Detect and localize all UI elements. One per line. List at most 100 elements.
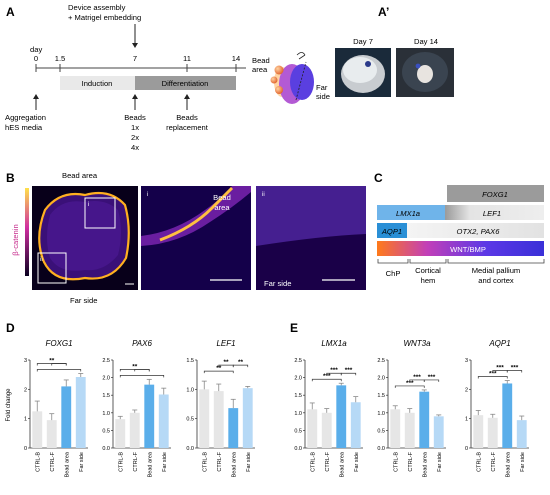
x-tick-label: Bead area <box>64 451 70 477</box>
zoom-bead-area-line1: Bead <box>213 193 231 202</box>
aggregation-arrow <box>33 94 39 99</box>
bar-pax6-1 <box>129 412 140 448</box>
x-tick-label: Bead area <box>422 451 428 477</box>
lmx1a-label: LMX1a <box>396 209 420 218</box>
y-tick-label: 1.5 <box>186 358 194 364</box>
bar-pax6-0 <box>115 419 126 448</box>
beads-dose-4x: 4x <box>131 143 139 152</box>
x-tick-label: CTRL-B <box>202 452 208 472</box>
x-tick-label: Bead area <box>339 451 345 477</box>
aqp1-bar <box>377 223 407 238</box>
sig-bracket <box>506 370 523 373</box>
y-tick-label: 0.0 <box>102 446 110 452</box>
aqp1-label: AQP1 <box>381 227 402 236</box>
device-assembly-line2: + Matrigel embedding <box>68 13 141 22</box>
bar-aqp1-0 <box>473 415 484 448</box>
beads-replacement-line1: Beads <box>176 113 198 122</box>
chart-title-foxg1: FOXG1 <box>45 339 72 348</box>
beads-label: Beads <box>124 113 146 122</box>
bar-pax6-2 <box>144 384 155 448</box>
bar-aqp1-1 <box>487 417 498 448</box>
beta-catenin-label: β-catenin <box>11 224 20 255</box>
bar-lef1-0 <box>199 389 210 448</box>
y-tick-label: 2 <box>24 387 27 393</box>
otx2-pax6-label: OTX2, PAX6 <box>457 227 501 236</box>
chart-title-wnt3a: WNT3a <box>403 339 431 348</box>
chart-title-aqp1: AQP1 <box>488 339 510 348</box>
sig-bracket <box>203 370 234 374</box>
x-tick-label: CTRL-F <box>325 451 331 471</box>
sig-label: *** <box>428 374 436 381</box>
y-tick-label: 1.0 <box>186 387 194 393</box>
panel-label-c: C <box>374 171 383 185</box>
scissors-icon <box>296 52 306 56</box>
bar-wnt3a-0 <box>390 409 401 448</box>
x-tick-label: CTRL-F <box>408 451 414 471</box>
y-tick-label: 2.0 <box>102 376 110 382</box>
sig-label: ** <box>49 357 55 364</box>
wnt-bmp-bar <box>377 241 544 256</box>
y-tick-label: 1.0 <box>294 411 302 417</box>
sig-bracket <box>477 376 508 379</box>
bar-lef1-2 <box>228 408 239 448</box>
y-tick-label: 3 <box>465 358 468 364</box>
sig-label: *** <box>413 374 421 381</box>
far-side-line1: Far <box>316 83 328 92</box>
b-bead-area-label: Bead area <box>62 171 98 180</box>
lef1-bar <box>445 205 544 220</box>
wnt-bmp-label: WNT/BMP <box>450 245 486 254</box>
y-tick-label: 0.5 <box>294 428 302 434</box>
device-assembly-line1: Device assembly <box>68 3 126 12</box>
y-tick-label: 0.5 <box>102 428 110 434</box>
organoid-schematic <box>270 52 314 104</box>
zoom-i-label: i <box>147 192 148 198</box>
x-tick-label: CTRL-B <box>476 452 482 472</box>
x-tick-label: CTRL-B <box>310 452 316 472</box>
induction-label: Induction <box>82 79 113 88</box>
sig-bracket <box>119 375 165 378</box>
beads-replacement-arrow <box>184 94 190 99</box>
sig-bracket <box>394 385 425 388</box>
medial-pallium-line2: and cortex <box>478 276 514 285</box>
sig-label: ** <box>223 359 229 366</box>
sig-bracket <box>232 364 249 368</box>
zoom-box-ii <box>37 252 67 284</box>
sig-bracket <box>36 369 82 372</box>
sig-label: *** <box>330 367 338 374</box>
x-tick-label: Far side <box>246 452 252 472</box>
sig-label: ** <box>238 359 244 366</box>
y-tick-label: 0.0 <box>294 446 302 452</box>
y-tick-label: 0 <box>465 446 468 452</box>
panel-label-d: D <box>6 321 15 335</box>
foxg1-label: FOXG1 <box>482 190 508 199</box>
x-tick-label: Far side <box>354 452 360 472</box>
cut-line <box>295 61 307 101</box>
bar-foxg1-0 <box>32 411 43 448</box>
lmx1a-bar <box>377 205 445 220</box>
colorbar <box>25 188 29 276</box>
fold-change-label: Fold change <box>6 388 12 422</box>
x-tick-label: Far side <box>520 452 526 472</box>
otx2-pax6-bar <box>407 223 544 238</box>
bar-foxg1-1 <box>46 420 57 448</box>
sig-bracket <box>340 372 357 376</box>
chp-label: ChP <box>386 269 401 278</box>
bar-lmx1a-2 <box>336 385 347 448</box>
y-tick-label: 3 <box>24 358 27 364</box>
panel-a-prime: A’ Day 7 Day 14 <box>335 5 454 97</box>
day-11: 11 <box>183 54 191 63</box>
y-tick-label: 2.0 <box>294 376 302 382</box>
day-1-5: 1.5 <box>55 54 66 63</box>
sig-label: *** <box>496 365 504 372</box>
chart-title-pax6: PAX6 <box>132 339 152 348</box>
y-tick-label: 0.5 <box>377 428 385 434</box>
sig-label: *** <box>511 365 519 372</box>
differentiation-bar <box>135 76 236 90</box>
panel-c: C FOXG1 LMX1a LEF1 AQP1 OTX2, PAX6 WNT/B… <box>374 171 545 285</box>
y-tick-label: 2.5 <box>377 358 385 364</box>
differentiation-label: Differentiation <box>162 79 209 88</box>
day-14: 14 <box>232 54 240 63</box>
zoom-far-side-label: Far side <box>264 279 291 288</box>
beads-arrow <box>132 94 138 99</box>
